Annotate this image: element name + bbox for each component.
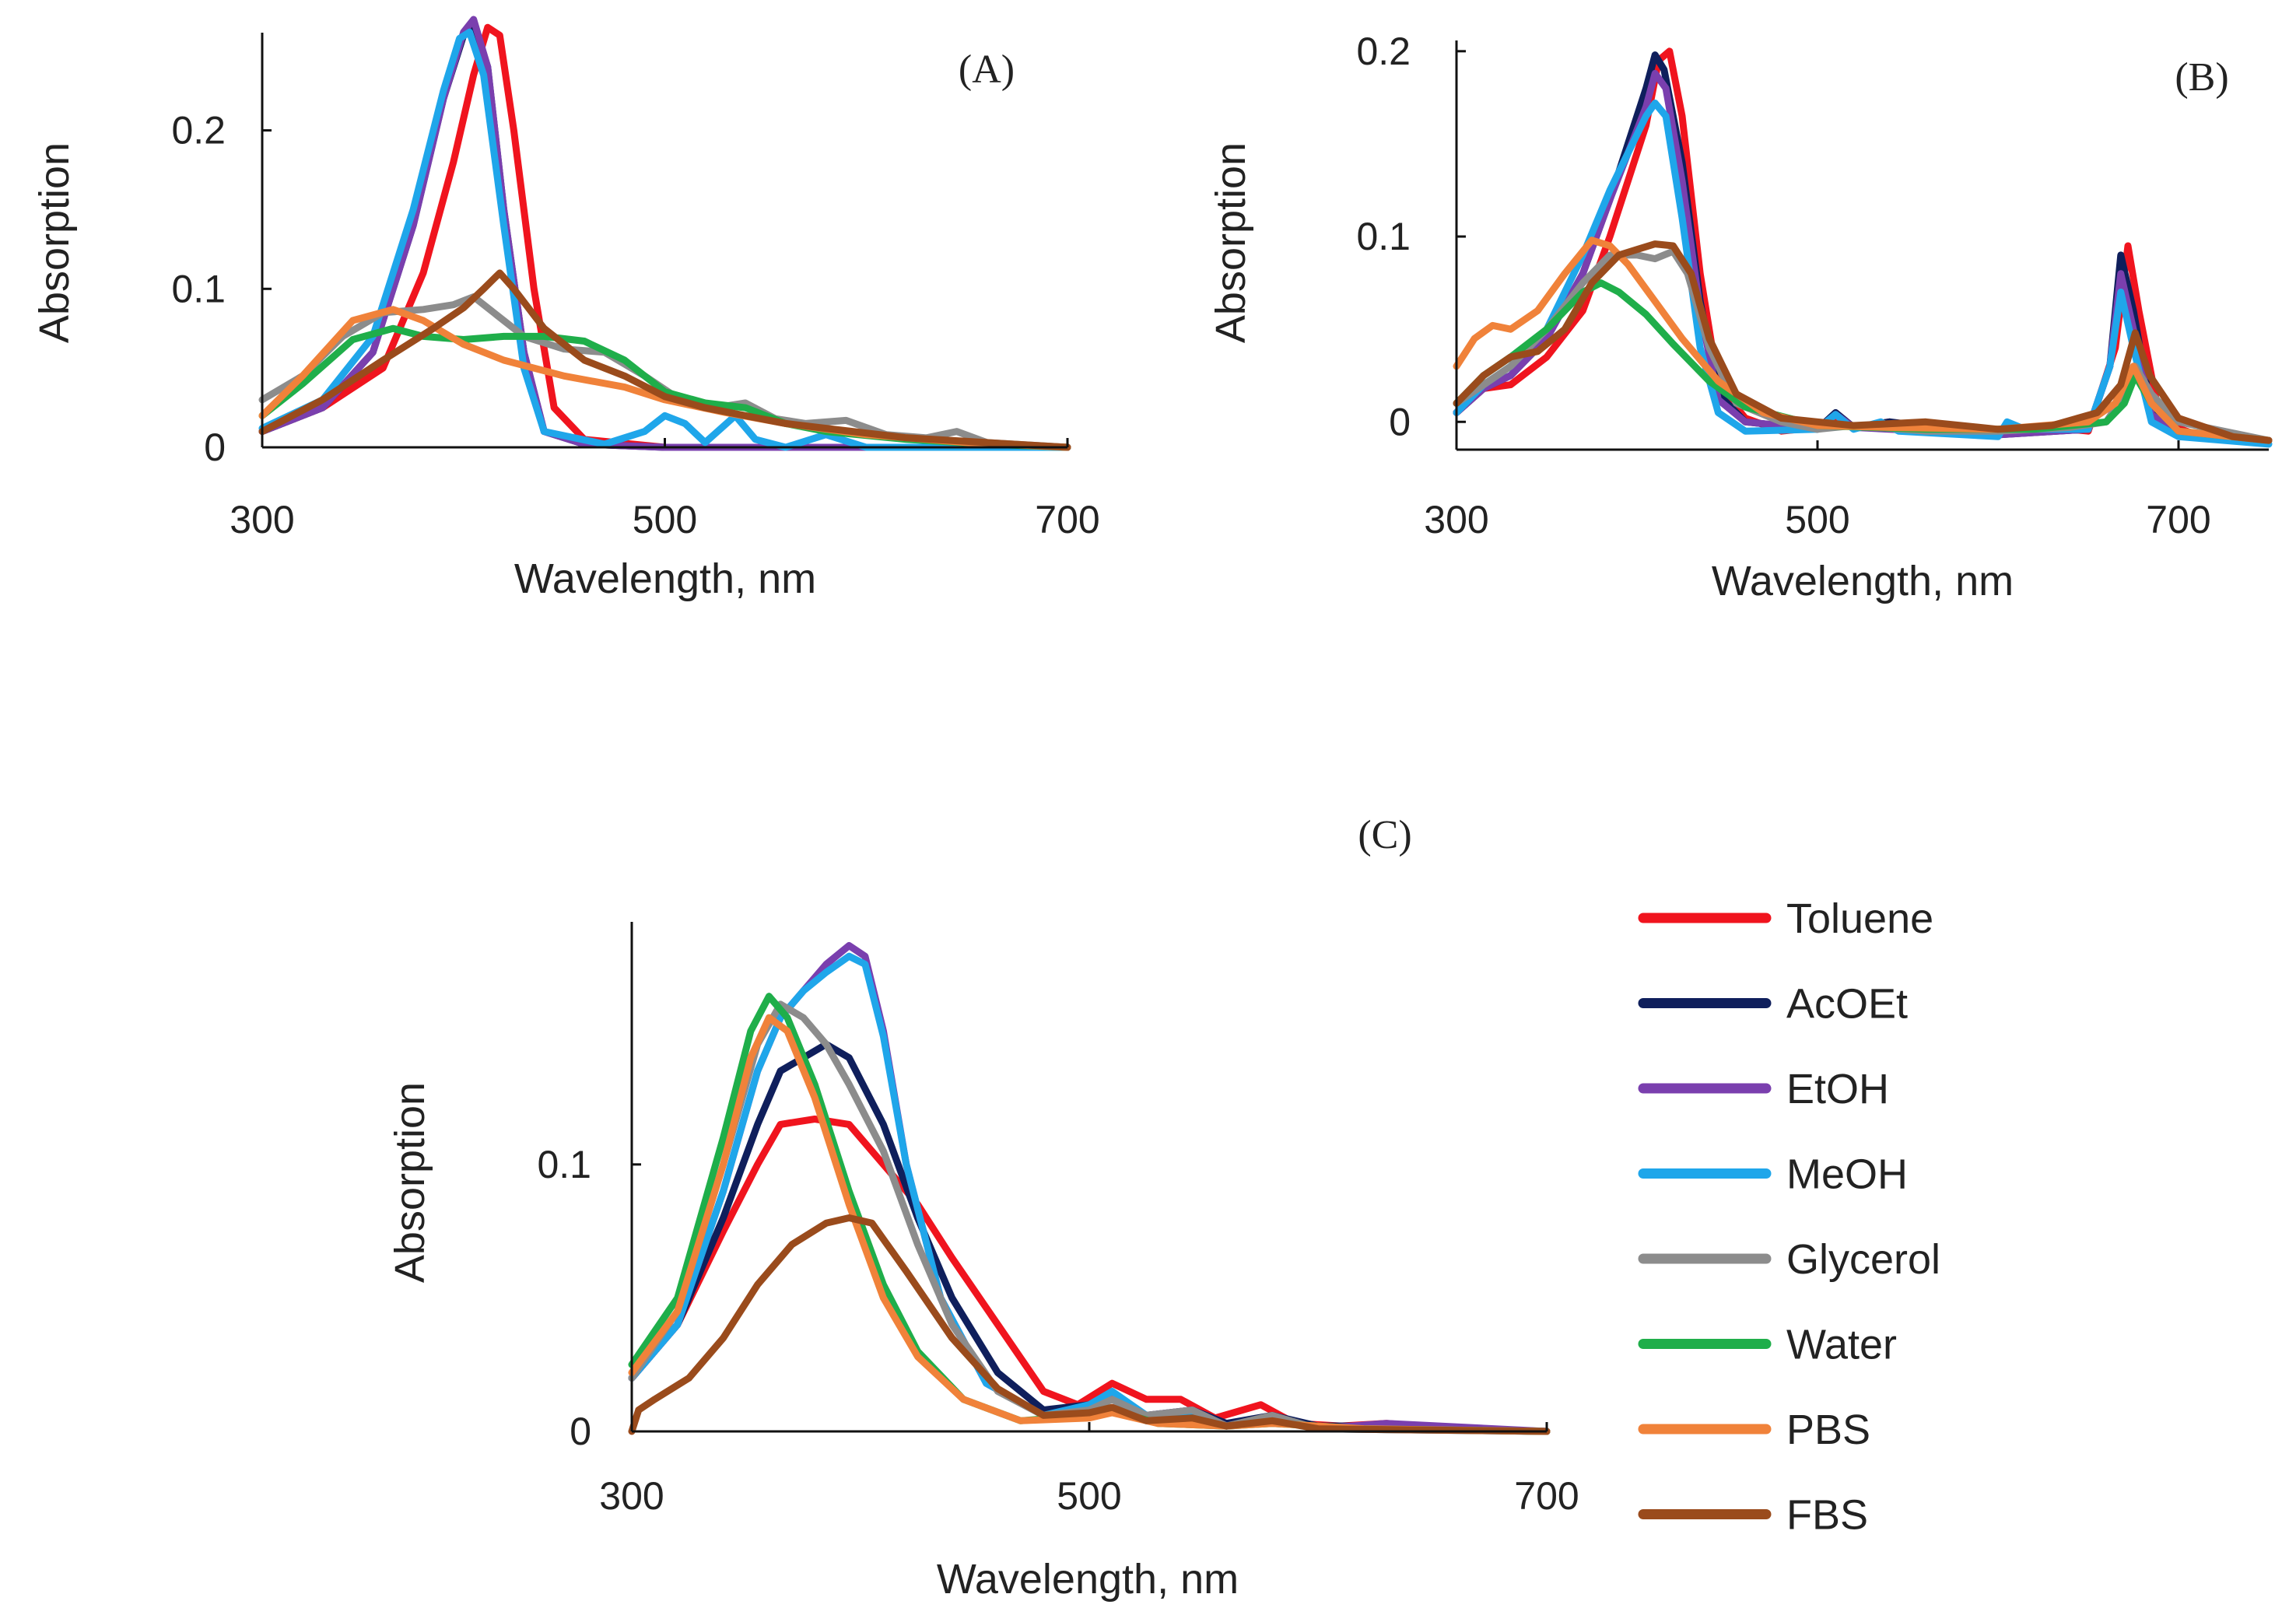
series-line-meoh <box>258 28 1071 451</box>
series-line-water <box>258 324 1071 451</box>
y-tick-label: 0.2 <box>1356 30 1411 73</box>
panel-a: 0 0.1 0.2 300 500 700 Wavelength, nm Absorption… <box>31 16 1100 602</box>
series-line-toluene <box>258 23 1071 451</box>
legend-label-water: Water <box>1786 1322 1897 1368</box>
panel-label: (B) <box>2175 55 2228 100</box>
panel-b: 0 0.1 0.2 300 500 700 Wavelength, nm Absorption… <box>1208 30 2273 604</box>
series-line-acoet <box>628 1040 1551 1435</box>
panel-label: (C) <box>1358 813 1411 857</box>
series-line-pbs <box>628 1014 1551 1435</box>
x-axis-title: Wavelength, nm <box>514 555 816 602</box>
x-tick-label: 300 <box>230 498 294 541</box>
x-tick-label: 500 <box>1057 1474 1121 1518</box>
x-tick-label: 700 <box>1514 1474 1579 1518</box>
legend-label-pbs: PBS <box>1786 1407 1870 1453</box>
y-tick-label: 0.1 <box>1356 215 1411 258</box>
x-tick-label: 500 <box>633 498 697 541</box>
series-line-water <box>1453 279 2273 444</box>
series-line-fbs <box>258 269 1071 451</box>
x-tick-label: 700 <box>2146 498 2210 541</box>
legend-label-toluene: Toluene <box>1786 895 1933 942</box>
series-line-glycerol <box>628 1000 1551 1435</box>
series-line-etoh <box>258 16 1071 451</box>
x-tick-label: 300 <box>599 1474 664 1518</box>
x-tick-label: 300 <box>1424 498 1488 541</box>
y-tick-label: 0 <box>570 1410 591 1453</box>
legend-label-acoet: AcOEt <box>1786 981 1908 1028</box>
y-tick-label: 0.1 <box>171 267 226 310</box>
y-tick-label: 0.2 <box>171 109 226 152</box>
series-line-acoet <box>258 19 1071 451</box>
series-line-water <box>628 993 1551 1435</box>
legend: Toluene AcOEt EtOH MeOH Glycerol Water PBS FBS <box>1638 895 1940 1539</box>
legend-label-meoh: MeOH <box>1786 1151 1908 1198</box>
series-line-fbs <box>1453 240 2273 444</box>
x-axis-title: Wavelength, nm <box>937 1556 1239 1603</box>
legend-label-fbs: FBS <box>1786 1492 1868 1539</box>
y-axis-title: Absorption <box>31 142 78 343</box>
x-tick-label: 700 <box>1035 498 1099 541</box>
legend-label-glycerol: Glycerol <box>1786 1236 1940 1283</box>
panel-label: (A) <box>959 47 1015 92</box>
x-tick-label: 500 <box>1785 498 1849 541</box>
y-tick-label: 0.1 <box>537 1143 591 1186</box>
y-axis-title: Absorption <box>1208 142 1254 343</box>
series-line-fbs <box>628 1214 1551 1435</box>
y-tick-label: 0 <box>1389 400 1411 443</box>
y-tick-label: 0 <box>204 426 226 469</box>
x-axis-title: Wavelength, nm <box>1712 558 2014 604</box>
legend-label-etoh: EtOH <box>1786 1066 1889 1112</box>
y-axis-title: Absorption <box>387 1082 433 1283</box>
panel-c: 0 0.1 300 500 700 Wavelength, nm Absorption (C) <box>387 813 1579 1603</box>
